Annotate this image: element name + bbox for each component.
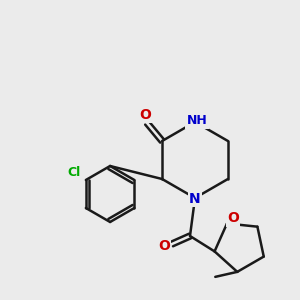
Text: O: O	[227, 212, 239, 226]
Text: NH: NH	[187, 115, 207, 128]
Text: Cl: Cl	[67, 166, 80, 178]
Text: N: N	[189, 192, 201, 206]
Text: O: O	[139, 108, 151, 122]
Text: O: O	[158, 239, 170, 253]
